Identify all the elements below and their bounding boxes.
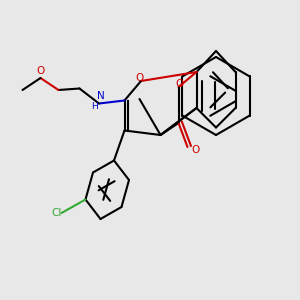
Text: O: O [176,79,184,89]
Text: O: O [191,145,199,155]
Text: N: N [97,91,104,101]
Text: O: O [135,73,144,83]
Text: O: O [36,65,45,76]
Text: Cl: Cl [52,208,62,218]
Text: H: H [91,102,98,111]
